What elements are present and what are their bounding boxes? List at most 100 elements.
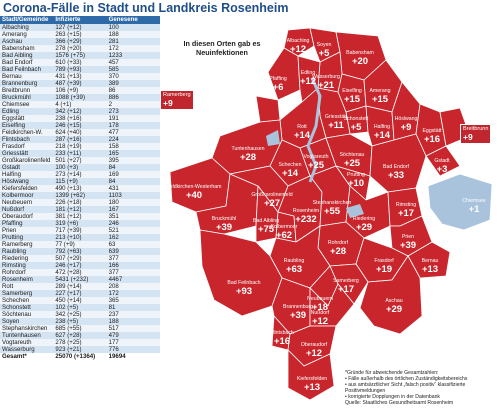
map-label-name-prutting: Prutting [347,172,365,178]
table-row: Kiefersfelden 490 (+13) 431 [0,184,160,192]
table-row: Frasdorf 218 (+19) 158 [0,142,160,150]
cell-recovered: 351 [106,212,160,220]
cell-recovered: 84 [106,177,160,185]
cell-infected: 127 (+12) [53,23,107,31]
map-label-name-schechen: Schechen [278,162,301,168]
cell-recovered: 477 [106,128,160,136]
cell-recovered: 86 [106,86,160,94]
cell-recovered: 377 [106,268,160,276]
cell-infected: 77 (+9) [53,240,107,248]
table-row: Chiemsee 4 (+1) 2 [0,100,160,108]
map-label-value-aschau: +29 [386,304,402,315]
map-label-name-pfaffing: Pfaffing [269,76,287,82]
map-label-name-bad-endorf: Bad Endorf [383,164,410,170]
lake-chiemsee [427,173,493,231]
ramerberg-box-value: +9 [163,97,173,108]
cell-infected: 381 (+12) [53,212,107,220]
cases-table: Stadt/Gemeinde Infizierte Genesene Albac… [0,16,160,360]
table-row: Halfing 273 (+14) 169 [0,170,160,178]
district-map: Albaching +12 Soyen +5 Babensham +20 Wasserbur… [160,16,500,416]
cell-infected: 246 (+17) [53,261,107,269]
table-row: Ramerberg 77 (+9) 63 [0,240,160,248]
cell-municipality: Höslwang [0,177,54,185]
map-label-value-gstadt: +3 [437,164,448,175]
cell-recovered: 370 [106,72,160,80]
map-label-value-bad-endorf: +33 [388,170,404,181]
map-label-value-flintsbach: +16 [274,336,290,347]
footnote: *Gründe für abweichende Gesamtzahlen: • … [345,370,500,407]
map-label-value-amerang: +15 [372,94,389,105]
map-label-value-wasserburg: +21 [318,80,335,91]
table-row: Albaching 127 (+12) 100 [0,23,160,31]
cell-municipality: Rosenheim [0,275,54,283]
cell-municipality: Babensham [0,44,54,52]
cell-infected: 342 (+12) [53,107,107,115]
cell-recovered: 2 [106,100,160,108]
table-row: Tuntenhausen 627 (+28) 479 [0,331,160,339]
cell-municipality: Chiemsee [0,100,54,108]
map-label-value-pfaffing: +6 [273,82,284,93]
cell-municipality: Edling [0,107,54,115]
table-row: Riedering 507 (+29) 377 [0,254,160,262]
table-row: Bad Endorf 610 (+33) 457 [0,58,160,66]
cell-infected: 181 (+12) [53,205,107,213]
lake-simssee [346,204,364,218]
cell-municipality: Samerberg [0,289,54,297]
cell-infected: 238 (+5) [53,317,107,325]
cell-recovered: 172 [106,44,160,52]
map-label-name-raubling: Raubling [284,258,305,264]
table-header-row: Stadt/Gemeinde Infizierte Genesene [0,16,160,24]
map-label-name-wasserburg: Wasserburg [312,74,340,80]
cell-infected: 1088 (+39) [53,93,107,101]
cell-municipality: Bad Feilnbach [0,65,54,73]
cell-municipality: Gstadt [0,163,54,171]
cell-recovered: 1103 [106,191,160,199]
cell-infected: 115 (+9) [53,177,107,185]
table-row: Bad Aibling 1576 (+75) 1233 [0,51,160,59]
cell-municipality: Kiefersfelden [0,184,54,192]
cell-infected: 507 (+29) [53,254,107,262]
cell-infected: 287 (+16) [53,135,107,143]
cases-table-panel: Stadt/Gemeinde Infizierte Genesene Albac… [0,16,160,416]
cell-municipality: Frasdorf [0,142,54,150]
cell-infected: 450 (+14) [53,296,107,304]
map-label-value-eggstätt: +16 [424,134,440,145]
map-label-value-soyen: +5 [319,48,331,59]
cell-municipality: Griesstätt [0,149,54,157]
map-label-name-nußdorf: Nußdorf [311,310,330,316]
cell-recovered: 166 [106,261,160,269]
table-row: Oberaudorf 381 (+12) 351 [0,212,160,220]
map-label-value-chiemsee: +1 [469,204,481,215]
cell-recovered: 521 [106,226,160,234]
cell-infected: 102 (+5) [53,303,107,311]
cell-recovered: 479 [106,331,160,339]
table-row: Bernau 431 (+13) 370 [0,72,160,80]
map-label-value-brannenburg: +39 [290,310,306,321]
cell-municipality: Brannenburg [0,79,54,87]
table-row: Samerberg 227 (+17) 172 [0,289,160,297]
map-label-name-eiselfing: Eiselfing [342,88,362,94]
cell-municipality: Stephanskirchen [0,324,54,332]
cell-recovered: 585 [106,65,160,73]
cell-municipality: Soyen [0,317,54,325]
cell-infected: 263 (+15) [53,30,107,38]
cell-recovered: 4467 [106,275,160,283]
table-row: Amerang 263 (+15) 188 [0,30,160,38]
cell-recovered: 281 [106,37,160,45]
cell-infected: 278 (+25) [53,338,107,346]
table-row: Brannenburg 487 (+39) 389 [0,79,160,87]
map-label-value-rohrdorf: +28 [330,246,346,257]
map-label-value-rott: +14 [294,130,311,141]
map-label-value-rosenheim: +232 [295,214,316,225]
cell-recovered: 389 [106,79,160,87]
map-label-value-griesstätt: +11 [328,120,344,131]
map-label-name-großkarolinenfeld: Großkarolinenfeld [251,192,292,198]
map-label-name-schonstett: Schonstett [344,116,369,122]
breitbrunn-box-value: +9 [463,131,473,142]
cell-municipality: Rimsting [0,261,54,269]
header-infected: Infizierte [53,16,107,24]
cell-municipality: Prutting [0,233,54,241]
table-row: Söchtenau 342 (+25) 237 [0,310,160,318]
cell-infected: 789 (+93) [53,65,107,73]
map-label-value-frasdorf: +19 [376,264,392,275]
